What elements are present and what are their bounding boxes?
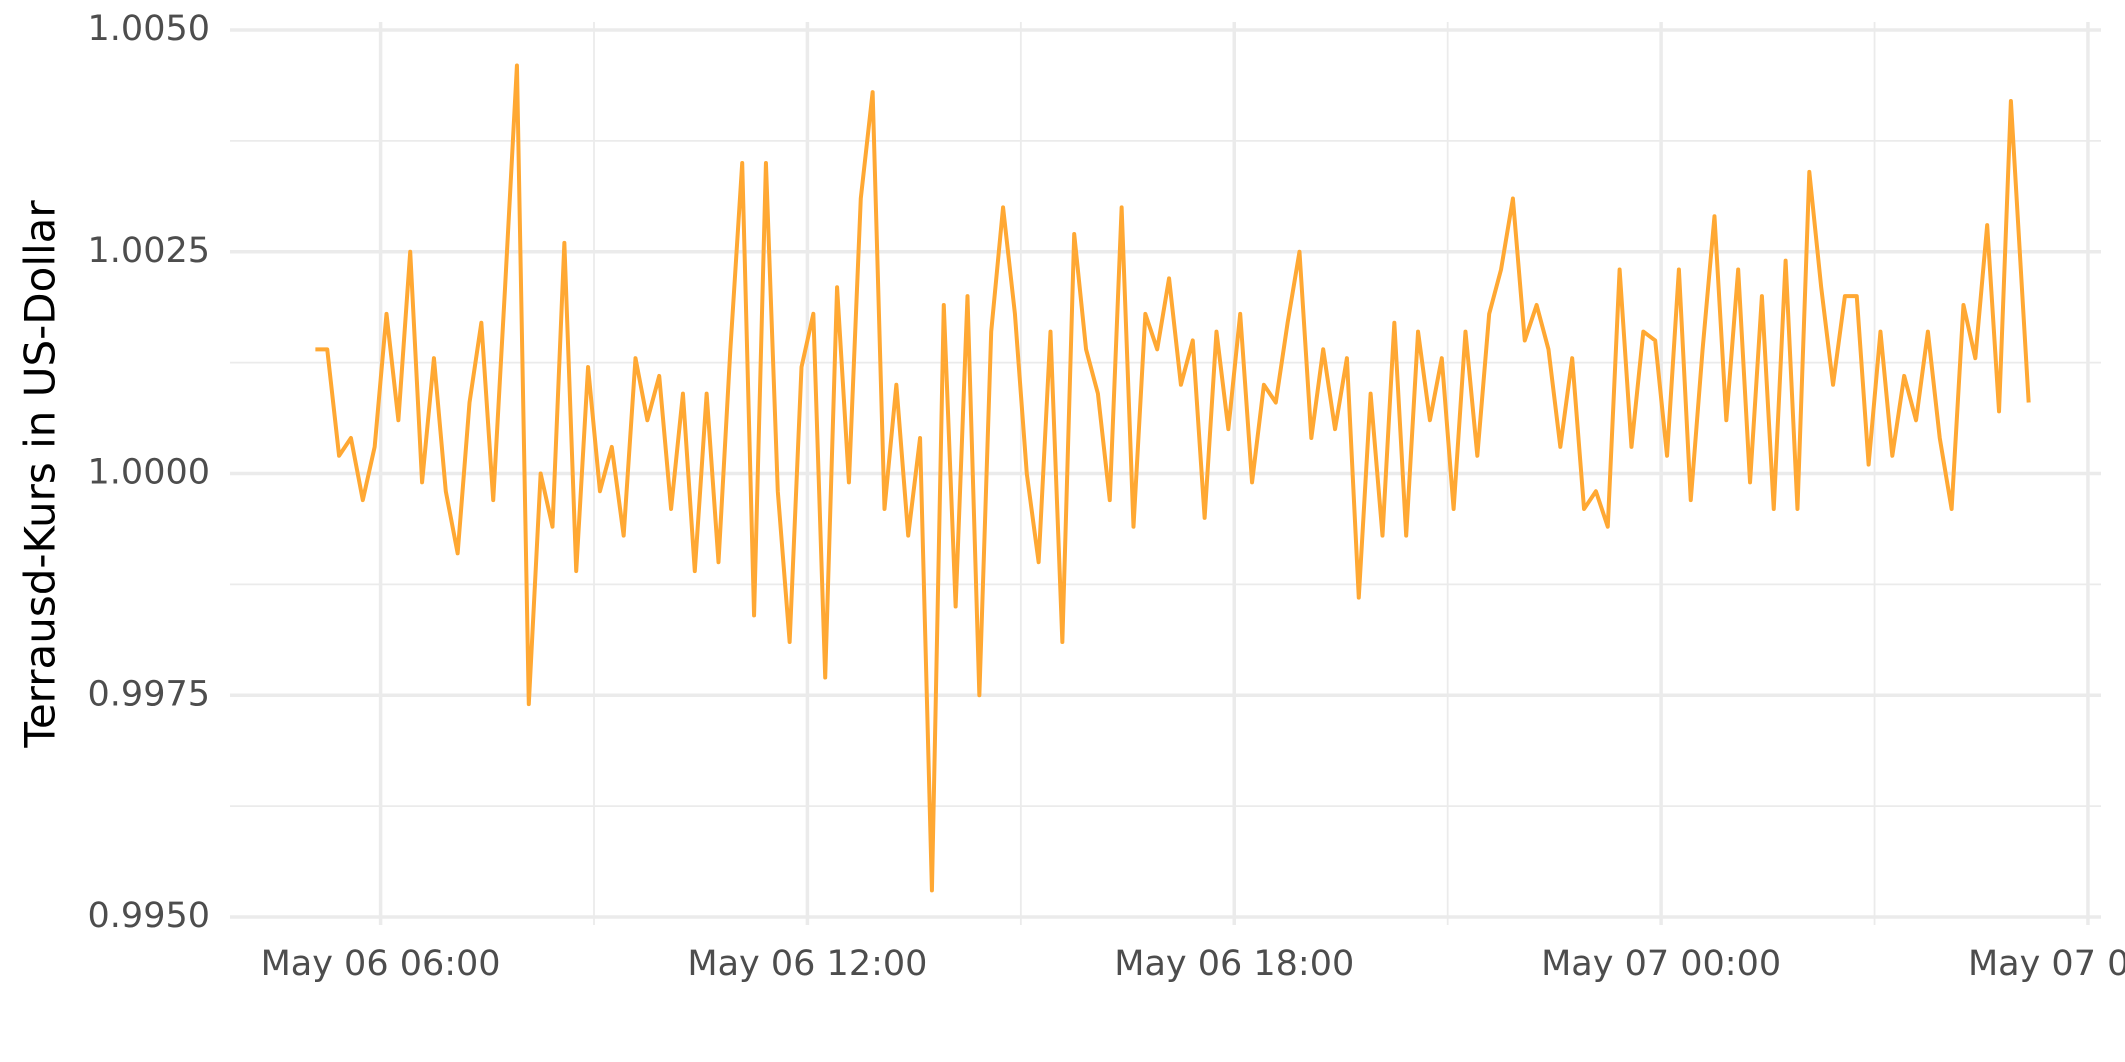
y-tick-label: 1.0025 (88, 231, 210, 271)
marks (315, 63, 2031, 893)
grid (230, 22, 2101, 925)
y-axis-title: Terrausd-Kurs in US-Dollar (16, 200, 65, 749)
line (315, 63, 2031, 893)
y-tick-label: 0.9950 (88, 896, 210, 936)
y-tick-label: 1.0000 (88, 453, 210, 493)
x-tick-label: May 06 18:00 (1114, 944, 1354, 984)
x-tick-label: May 06 12:00 (687, 944, 927, 984)
x-tick-label: May 07 00:00 (1541, 944, 1781, 984)
y-tick-label: 0.9975 (88, 674, 210, 714)
x-tick-label: May 07 06:00 (1968, 944, 2125, 984)
x-tick-label: May 06 06:00 (261, 944, 501, 984)
y-tick-label: 1.0050 (88, 9, 210, 49)
